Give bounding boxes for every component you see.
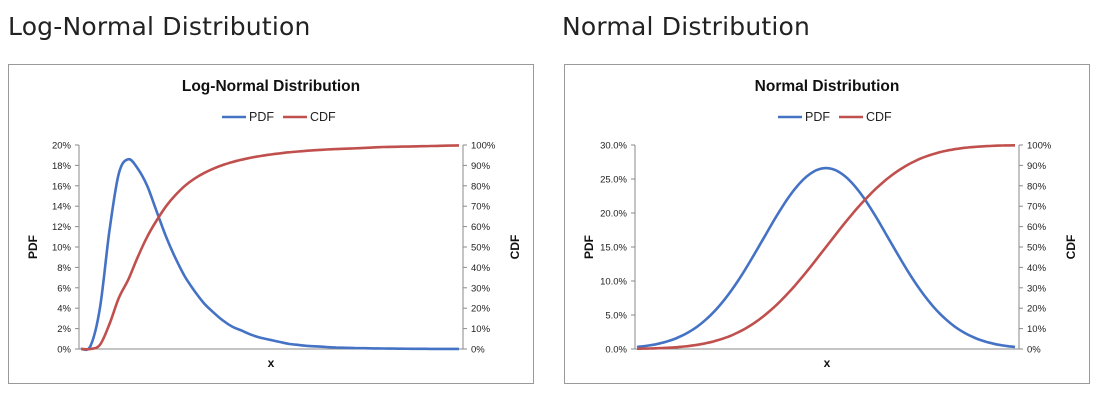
y-tick-label: 15.0% (600, 243, 627, 254)
y2-tick-label: 80% (1027, 181, 1047, 192)
y-tick-label: 0% (57, 345, 71, 356)
y-tick-label: 12% (52, 222, 72, 233)
y2-tick-label: 40% (471, 263, 491, 274)
pdf-series-line (636, 166, 1016, 349)
y-tick-label: 0.0% (605, 345, 627, 356)
y-tick-label: 4% (57, 304, 71, 315)
y2-tick-label: 90% (1027, 161, 1047, 172)
x-axis-label: x (268, 356, 275, 370)
y-tick-label: 20% (52, 141, 72, 152)
y-tick-label: 30.0% (600, 141, 627, 152)
right-heading: Normal Distribution (562, 12, 811, 41)
y-tick-label: 8% (57, 263, 71, 274)
y2-tick-label: 10% (471, 324, 491, 335)
y2-tick-label: 50% (1027, 243, 1047, 254)
normal-chart: Normal Distribution PDF CDF 0.0% 5.0% 10.0% 15… (582, 78, 1078, 370)
y2-tick-label: 30% (1027, 283, 1047, 294)
x-axis-label: x (824, 356, 831, 370)
y2-tick-label: 100% (1027, 141, 1052, 152)
legend-cdf-label: CDF (866, 110, 892, 124)
y2-tick-label: 0% (471, 345, 485, 356)
y2-tick-label: 90% (471, 161, 491, 172)
y2-tick-label: 80% (471, 181, 491, 192)
chart-title: Normal Distribution (755, 78, 900, 95)
y-tick-label: 5.0% (605, 311, 627, 322)
y2-tick-label: 40% (1027, 263, 1047, 274)
y-axis-label: PDF (26, 235, 40, 259)
left-heading: Log-Normal Distribution (8, 12, 311, 41)
y-tick-label: 6% (57, 283, 71, 294)
y2-tick-label: 0% (1027, 345, 1041, 356)
y-tick-label: 18% (52, 161, 72, 172)
y2-axis-label: CDF (508, 235, 522, 260)
normal-chart-panel: Normal Distribution PDF CDF 0.0% 5.0% 10.0% 15… (564, 64, 1090, 384)
y2-tick-label: 70% (471, 202, 491, 213)
cdf-series-line (636, 144, 1016, 350)
y2-tick-label: 60% (1027, 222, 1047, 233)
y2-tick-label: 50% (471, 243, 491, 254)
y2-tick-label: 20% (471, 304, 491, 315)
y2-tick-label: 20% (1027, 304, 1047, 315)
chart-title: Log-Normal Distribution (182, 78, 360, 95)
y2-tick-label: 60% (471, 222, 491, 233)
y2-tick-label: 100% (471, 141, 496, 152)
lognormal-chart: Log-Normal Distribution PDF CDF 0% 2% 4% 6% 8% 1… (26, 78, 522, 370)
y-tick-label: 14% (52, 202, 72, 213)
y-tick-label: 20.0% (600, 209, 627, 220)
legend-pdf-label: PDF (249, 110, 274, 124)
y2-tick-label: 70% (1027, 202, 1047, 213)
y2-tick-label: 10% (1027, 324, 1047, 335)
y2-axis-label: CDF (1064, 235, 1078, 260)
cdf-series-line (80, 144, 460, 351)
y-tick-label: 25.0% (600, 175, 627, 186)
legend-cdf-label: CDF (310, 110, 336, 124)
pdf-series-line (80, 157, 459, 352)
y2-tick-label: 30% (471, 283, 491, 294)
y-tick-label: 10% (52, 243, 72, 254)
y-axis-label: PDF (582, 235, 596, 259)
lognormal-chart-panel: Log-Normal Distribution PDF CDF 0% 2% 4% 6% 8% 1… (8, 64, 534, 384)
legend-pdf-label: PDF (805, 110, 830, 124)
y-tick-label: 2% (57, 324, 71, 335)
y-tick-label: 10.0% (600, 277, 627, 288)
y-tick-label: 16% (52, 181, 72, 192)
